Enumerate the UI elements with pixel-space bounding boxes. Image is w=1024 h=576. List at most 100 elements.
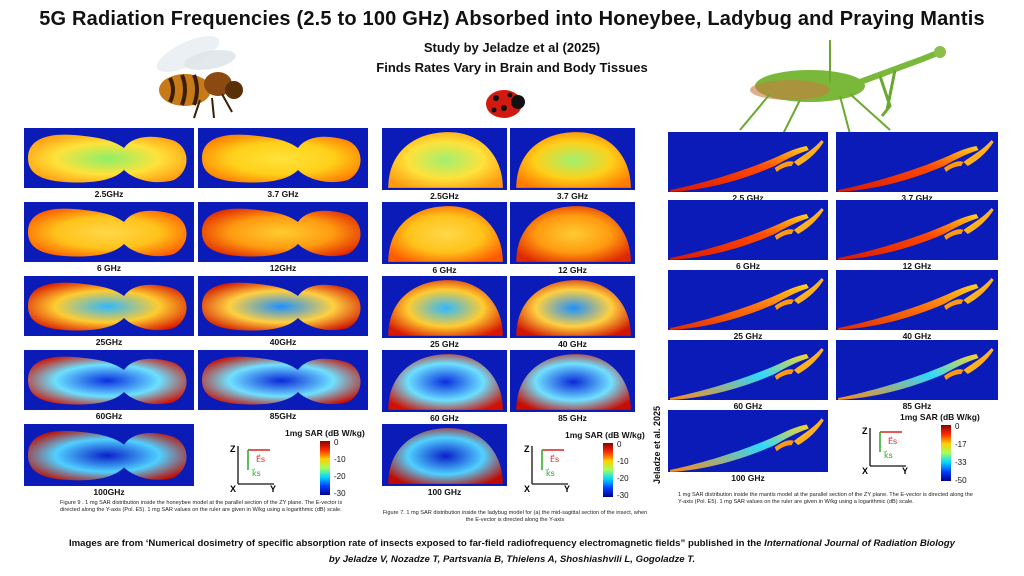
mantis-frequency-label: 3.7 GHz xyxy=(901,193,933,203)
honeybee-cb-tick: -10 xyxy=(334,455,346,464)
ladybug-sar-heatmap xyxy=(516,206,631,262)
ladybug-frequency-label: 100 GHz xyxy=(427,487,462,497)
axis-ks-label: k⃗s xyxy=(251,468,261,478)
ladybug-sar-heatmap xyxy=(388,280,503,336)
ladybug-cb-tick: -20 xyxy=(617,474,629,483)
honeybee-sar-heatmap xyxy=(202,282,361,331)
ladybug-frequency-label: 40 GHz xyxy=(558,339,587,349)
ladybug-sar-heatmap xyxy=(388,428,503,484)
page-title: 5G Radiation Frequencies (2.5 to 100 GHz… xyxy=(39,8,985,30)
mantis-sar-heatmap xyxy=(838,348,994,400)
mantis-sar-panel xyxy=(668,200,828,260)
honeybee-sar-panel xyxy=(198,350,368,410)
mantis-sar-panel xyxy=(668,410,828,472)
honeybee-sar-panel xyxy=(198,128,368,188)
axis-es-label: E⃗s xyxy=(888,436,897,446)
ladybug-frequency-label: 85 GHz xyxy=(558,413,587,423)
mantis-frequency-label: 100 GHz xyxy=(731,473,765,483)
axis-y-label: Y xyxy=(564,484,570,494)
ladybug-sar-panel xyxy=(382,276,507,338)
ladybug-cb-tick: -30 xyxy=(617,491,629,500)
ladybug-colorbar xyxy=(603,443,613,497)
ladybug-sar-heatmap xyxy=(516,280,631,336)
ladybug-sar-panel xyxy=(510,276,635,338)
honeybee-cb-tick: -30 xyxy=(334,489,346,498)
mantis-sar-panel xyxy=(668,270,828,330)
axis-x-label: X xyxy=(524,484,530,494)
honeybee-frequency-label: 85GHz xyxy=(269,411,297,421)
axis-y-label: Y xyxy=(270,484,276,494)
mantis-sar-heatmap xyxy=(838,208,994,260)
mantis-cb-tick: -33 xyxy=(955,458,967,467)
mantis-sar-heatmap xyxy=(670,208,824,260)
honeybee-cb-tick: 0 xyxy=(334,438,339,447)
honeybee-sar-heatmap xyxy=(28,282,187,331)
subtitle-study: Study by Jeladze et al (2025) xyxy=(423,40,601,55)
honeybee-illustration xyxy=(156,35,243,119)
honeybee-frequency-label: 2.5GHz xyxy=(94,189,124,199)
footer-authors: by Jeladze V, Nozadze T, Partsvania B, T… xyxy=(328,554,696,565)
ladybug-frequency-label: 6 GHz xyxy=(432,265,457,275)
honeybee-sar-heatmap xyxy=(28,134,187,183)
subtitle-findings: Finds Rates Vary in Brain and Body Tissu… xyxy=(376,60,648,75)
honeybee-sar-panel xyxy=(24,202,194,262)
mantis-cb-tick: 0 xyxy=(955,422,960,431)
mantis-frequency-label: 25 GHz xyxy=(733,331,763,341)
honeybee-frequency-label: 12GHz xyxy=(269,263,297,273)
mantis-illustration xyxy=(739,40,946,137)
ladybug-sar-heatmap xyxy=(388,132,503,188)
axis-es-label: E⃗s xyxy=(550,454,559,464)
honeybee-frequency-label: 60GHz xyxy=(95,411,123,421)
mantis-sar-panel xyxy=(836,132,998,192)
axis-x-label: X xyxy=(230,484,236,494)
mantis-frequency-label: 6 GHz xyxy=(735,261,761,271)
honeybee-frequency-label: 6 GHz xyxy=(96,263,122,273)
honeybee-sar-heatmap xyxy=(202,134,361,183)
mantis-sar-heatmap xyxy=(670,278,824,330)
mantis-sar-heatmap xyxy=(670,418,824,472)
ladybug-frequency-label: 2.5GHz xyxy=(430,191,459,201)
ladybug-cb-tick: 0 xyxy=(617,440,622,449)
axis-z-label: Z xyxy=(862,426,868,436)
mantis-cb-tick: -50 xyxy=(955,476,967,485)
mantis-caption: 1 mg SAR distribution inside the mantis … xyxy=(678,492,973,505)
mantis-colorbar-title: 1mg SAR (dB W/kg) xyxy=(900,412,980,422)
axis-z-label: Z xyxy=(524,444,530,454)
ladybug-sar-panel xyxy=(510,350,635,412)
ladybug-sar-panel xyxy=(382,128,507,190)
honeybee-sar-heatmap xyxy=(202,356,361,405)
mantis-frequency-label: 12 GHz xyxy=(902,261,932,271)
mantis-sar-panel xyxy=(668,132,828,192)
honeybee-sar-panel xyxy=(198,276,368,336)
ladybug-sar-heatmap xyxy=(516,354,631,410)
honeybee-sar-heatmap xyxy=(28,208,187,257)
axis-ks-label: k⃗s xyxy=(883,450,893,460)
ladybug-sar-heatmap xyxy=(388,354,503,410)
mantis-frequency-label: 40 GHz xyxy=(902,331,932,341)
mantis-sar-panel xyxy=(836,270,998,330)
honeybee-colorbar-title: 1mg SAR (dB W/kg) xyxy=(285,428,365,438)
honeybee-sar-panel xyxy=(198,202,368,262)
honeybee-sar-panel xyxy=(24,128,194,188)
ladybug-frequency-label: 12 GHz xyxy=(558,265,587,275)
ladybug-sar-heatmap xyxy=(516,132,631,188)
axis-x-label: X xyxy=(862,466,868,476)
mantis-colorbar xyxy=(941,425,951,481)
honeybee-caption: Figure 9 . 1 mg SAR distribution inside … xyxy=(60,500,343,513)
mantis-sar-heatmap xyxy=(838,140,994,192)
ladybug-sar-panel xyxy=(510,202,635,264)
footer-source-text: Images are from ‘Numerical dosimetry of … xyxy=(68,538,765,549)
axis-ks-label: k⃗s xyxy=(545,468,555,478)
honeybee-frequency-label: 3.7 GHz xyxy=(267,189,299,199)
ladybug-axes-diagram: Z X Y E⃗s k⃗s xyxy=(524,444,570,494)
ladybug-caption: Figure 7. 1 mg SAR distribution inside t… xyxy=(382,510,648,523)
mantis-frequency-label: 85 GHz xyxy=(902,401,932,411)
honeybee-sar-heatmap xyxy=(28,356,187,405)
honeybee-sar-panel xyxy=(24,350,194,410)
ladybug-cb-tick: -10 xyxy=(617,457,629,466)
ladybug-frequency-label: 60 GHz xyxy=(430,413,459,423)
ladybug-illustration xyxy=(486,90,525,118)
axis-es-label: E⃗s xyxy=(256,454,265,464)
mantis-sar-heatmap xyxy=(670,348,824,400)
axis-y-label: Y xyxy=(902,466,908,476)
